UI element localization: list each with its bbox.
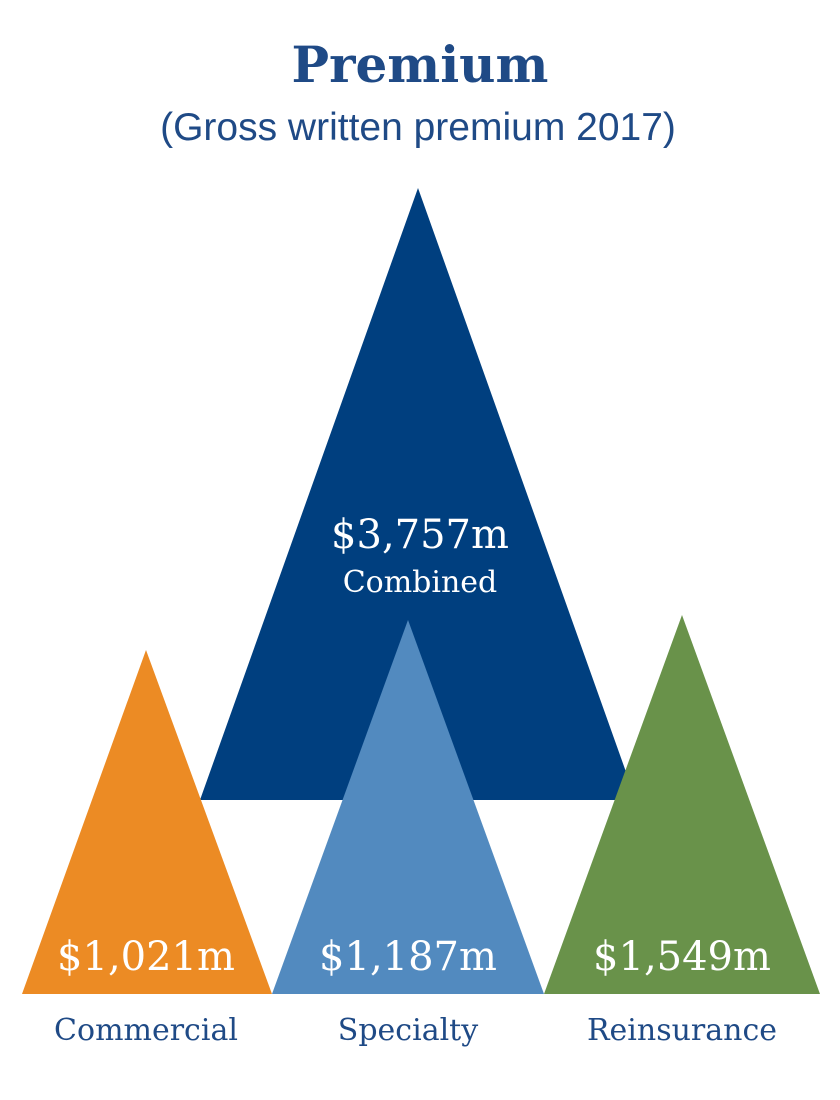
- specialty-triangle: [272, 620, 544, 994]
- combined-value-label: $3,757m: [331, 512, 509, 558]
- reinsurance-value-label: $1,549m: [593, 934, 771, 980]
- reinsurance-triangle: [544, 615, 820, 994]
- specialty-value-label: $1,187m: [319, 934, 497, 980]
- commercial-value-label: $1,021m: [57, 934, 235, 980]
- chart-title: Premium: [292, 35, 549, 94]
- chart-subtitle: (Gross written premium 2017): [160, 106, 676, 149]
- combined-triangle: [200, 188, 636, 800]
- specialty-category-label: Specialty: [338, 1013, 478, 1048]
- combined-name-label: Combined: [343, 565, 498, 600]
- reinsurance-category-label: Reinsurance: [587, 1013, 777, 1048]
- commercial-category-label: Commercial: [54, 1013, 238, 1048]
- commercial-triangle: [22, 650, 272, 994]
